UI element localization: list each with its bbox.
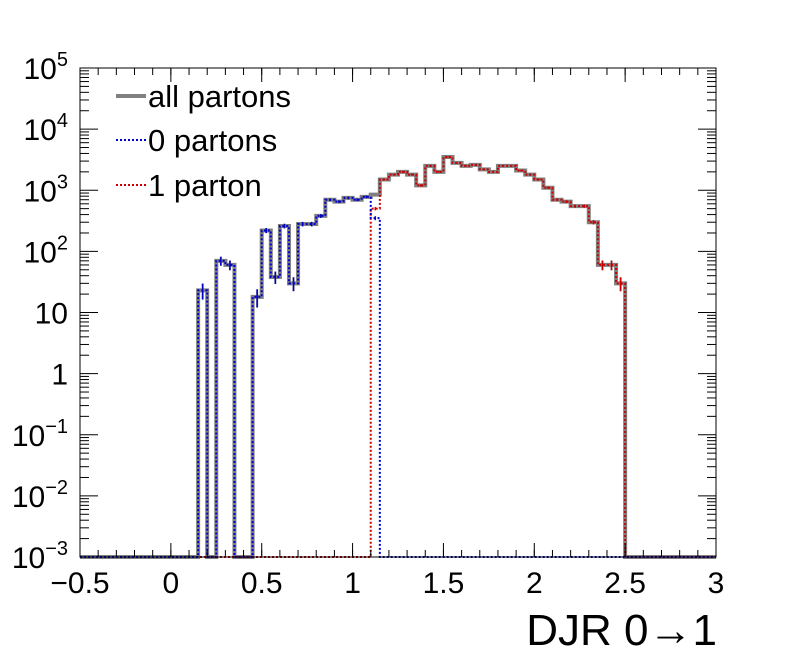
legend-label-0-partons: 0 partons — [148, 123, 277, 158]
axes-layer: −0.5 0 0.5 1 1.5 2 2.5 310−310−210−111010210310… — [12, 49, 725, 600]
x-tick-label: 1 — [344, 567, 361, 600]
x-tick-label: 0.5 — [241, 567, 283, 600]
series-layer — [80, 154, 716, 559]
x-tick-label: 2.5 — [604, 567, 646, 600]
y-tick-label: 10−2 — [12, 477, 68, 514]
x-tick-label: 0 — [163, 567, 180, 600]
y-tick-base: 10 — [24, 236, 57, 269]
y-tick-exponent: 5 — [57, 49, 68, 71]
y-tick-exponent: −1 — [45, 416, 68, 438]
y-tick-base: 10 — [35, 298, 68, 331]
y-tick-label: 102 — [24, 232, 69, 269]
series-line-all-partons — [80, 154, 716, 559]
y-tick-label: 105 — [24, 49, 69, 86]
series-line-0-partons — [80, 195, 716, 558]
y-tick-base: 10 — [12, 420, 45, 453]
y-tick-base: 10 — [24, 175, 57, 208]
legend-label-all-partons: all partons — [148, 79, 291, 114]
legend: all partons 0 partons 1 parton — [116, 79, 291, 203]
y-tick-exponent: 3 — [57, 171, 68, 193]
x-axis-title: DJR 0→1 — [526, 606, 717, 655]
y-tick-base: 10 — [12, 542, 45, 575]
y-tick-label: 104 — [24, 110, 69, 147]
x-tick-label: 3 — [708, 567, 725, 600]
x-tick-label: 2 — [526, 567, 543, 600]
y-tick-exponent: 4 — [57, 110, 68, 132]
y-tick-base: 10 — [12, 481, 45, 514]
y-tick-exponent: −3 — [45, 538, 68, 560]
y-tick-label: 10−1 — [12, 416, 68, 453]
y-tick-label: 10−3 — [12, 538, 68, 575]
y-tick-base: 10 — [24, 114, 57, 147]
y-tick-label: 10 — [35, 298, 68, 331]
legend-label-1-parton: 1 parton — [148, 168, 262, 203]
y-tick-label: 103 — [24, 171, 69, 208]
x-tick-label: 1.5 — [423, 567, 465, 600]
y-tick-exponent: 2 — [57, 232, 68, 254]
y-tick-base: 1 — [51, 359, 68, 392]
y-tick-exponent: −2 — [45, 477, 68, 499]
y-tick-base: 10 — [24, 53, 57, 86]
series-line-1-parton — [80, 155, 716, 558]
x-tick-label: −0.5 — [50, 567, 109, 600]
y-tick-label: 1 — [51, 359, 68, 392]
